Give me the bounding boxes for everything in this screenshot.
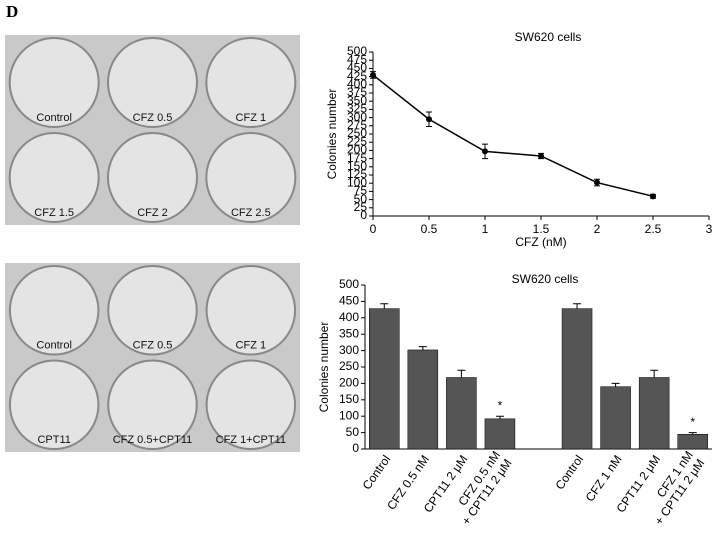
point <box>482 148 488 155</box>
chart-title: SW620 cells <box>515 30 582 44</box>
y-tick-label: 0 <box>360 208 367 222</box>
plate-label: CFZ 0.5 <box>133 112 173 124</box>
plate-label: CFZ 0.5 <box>133 339 173 351</box>
bar <box>484 418 516 450</box>
x-tick-label: 2.5 <box>645 222 662 236</box>
y-axis-title: Colonies number <box>317 322 331 413</box>
well <box>205 359 297 450</box>
plate-label: CFZ 1 <box>236 112 267 124</box>
bar <box>677 433 708 450</box>
x-tick-label: 3 <box>706 222 713 236</box>
annotation: * <box>690 415 695 429</box>
error-bar <box>650 369 659 378</box>
y-tick-label: 250 <box>339 359 359 373</box>
plate-label: Control <box>36 112 71 124</box>
error-bar <box>418 346 427 350</box>
y-tick-label: 100 <box>347 175 367 189</box>
bar <box>446 377 477 450</box>
y-tick-label: 275 <box>347 118 367 132</box>
y-tick-label: 25 <box>354 200 368 214</box>
y-tick-label: 50 <box>346 425 360 439</box>
y-tick-label: 150 <box>339 392 359 406</box>
well <box>8 37 100 128</box>
plate-label: CFZ 0.5+CPT11 <box>113 434 193 446</box>
error-bar <box>495 415 504 419</box>
y-tick-label: 300 <box>339 343 359 357</box>
x-tick-label: 1 <box>482 222 489 236</box>
well <box>205 265 297 356</box>
y-tick-label: 350 <box>347 93 367 107</box>
y-tick-label: 350 <box>339 326 359 340</box>
point <box>594 179 600 186</box>
x-tick-label: CFZ 1 nM <box>583 453 625 505</box>
error-bar <box>457 369 466 378</box>
well <box>8 359 100 450</box>
y-tick-label: 400 <box>339 310 359 324</box>
plate-label: Control <box>36 339 71 351</box>
bar <box>600 386 631 450</box>
point <box>650 193 656 200</box>
well <box>8 265 100 356</box>
y-tick-label: 150 <box>347 159 367 173</box>
plate-label: CFZ 1.5 <box>34 207 74 219</box>
well <box>8 132 100 223</box>
well <box>205 132 297 223</box>
y-tick-label: 300 <box>347 110 367 124</box>
plate-label: CFZ 2 <box>137 207 168 219</box>
x-tick-label: 0.5 <box>421 222 438 236</box>
y-tick-label: 375 <box>347 85 367 99</box>
figure-label: D <box>6 2 18 21</box>
point <box>538 152 544 159</box>
y-tick-label: 425 <box>347 69 367 83</box>
x-tick-label: 0 <box>370 222 377 236</box>
bar <box>638 377 670 450</box>
well <box>107 37 198 128</box>
annotation: * <box>498 398 503 412</box>
x-tick-label: Control <box>360 453 394 493</box>
plate-label: CFZ 1+CPT11 <box>216 434 286 446</box>
y-tick-label: 250 <box>347 126 367 140</box>
y-tick-label: 200 <box>347 143 367 157</box>
point <box>426 116 432 123</box>
y-axis-title: Colonies number <box>325 89 339 180</box>
y-tick-label: 175 <box>347 151 367 165</box>
y-tick-label: 100 <box>339 408 359 422</box>
well <box>205 37 297 128</box>
x-tick-label: 1.5 <box>533 222 550 236</box>
y-tick-label: 75 <box>354 184 368 198</box>
y-tick-label: 0 <box>352 441 359 455</box>
error-bar <box>380 303 389 309</box>
plate-label: CPT11 <box>37 434 70 446</box>
y-tick-label: 325 <box>347 102 367 116</box>
y-tick-label: 200 <box>339 376 359 390</box>
well <box>107 359 198 450</box>
well <box>107 265 198 356</box>
error-bar <box>573 303 582 309</box>
error-bar <box>688 432 697 435</box>
y-tick-label: 450 <box>347 61 367 75</box>
y-tick-label: 475 <box>347 52 367 66</box>
well <box>107 132 198 223</box>
x-axis-title: CFZ (nM) <box>515 235 566 249</box>
y-tick-label: 125 <box>347 167 367 181</box>
line <box>372 74 654 198</box>
y-tick-label: 500 <box>339 277 359 291</box>
error-bar <box>611 382 620 387</box>
plate-label: CFZ 2.5 <box>231 207 271 219</box>
bar <box>561 308 593 450</box>
y-tick-label: 225 <box>347 134 367 148</box>
point <box>370 71 376 78</box>
bar <box>407 349 439 450</box>
y-tick-label: 400 <box>347 77 367 91</box>
x-tick-label: Control <box>552 453 586 493</box>
y-tick-label: 50 <box>354 192 368 206</box>
bar <box>369 308 400 450</box>
plate-label: CFZ 1 <box>236 339 267 351</box>
y-tick-label: 450 <box>339 294 359 308</box>
x-tick-label: 2 <box>594 222 601 236</box>
chart-title: SW620 cells <box>512 272 579 286</box>
y-tick-label: 500 <box>347 44 367 58</box>
